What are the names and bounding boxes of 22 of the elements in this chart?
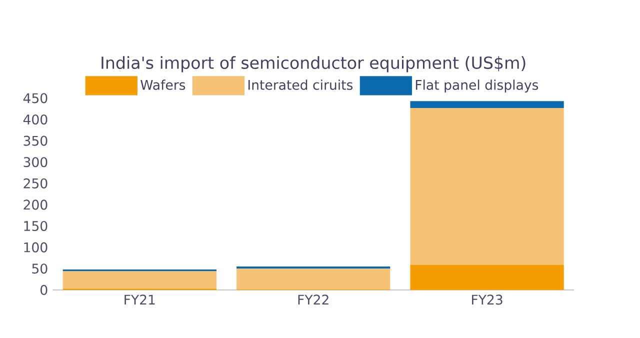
bar — [410, 108, 564, 265]
chart-title: India's import of semiconductor equipment (US$m) — [102, 56, 526, 72]
legend-label: Interated ciruits — [248, 80, 353, 90]
legend-label: Wafers — [140, 80, 186, 90]
legend-label: Flat panel displays — [416, 80, 538, 93]
y-tick-label: 450 — [23, 93, 48, 104]
y-tick-label: 250 — [24, 178, 48, 188]
bar — [410, 264, 564, 290]
y-tick-label: 400 — [23, 114, 48, 125]
y-tick-label: 0 — [40, 284, 48, 295]
bar — [410, 101, 564, 108]
y-tick-label: 200 — [24, 200, 48, 210]
y-tick-label: 350 — [24, 136, 48, 146]
y-tick-label: 100 — [24, 242, 48, 252]
bar — [236, 268, 390, 290]
y-tick-label: 300 — [24, 157, 48, 168]
y-tick-label: 50 — [32, 264, 48, 274]
y-tick-label: 150 — [24, 221, 48, 232]
bar — [62, 271, 216, 289]
x-tick-label: FY22 — [298, 294, 328, 305]
x-tick-label: FY21 — [124, 294, 155, 305]
x-tick-label: FY23 — [472, 294, 502, 305]
